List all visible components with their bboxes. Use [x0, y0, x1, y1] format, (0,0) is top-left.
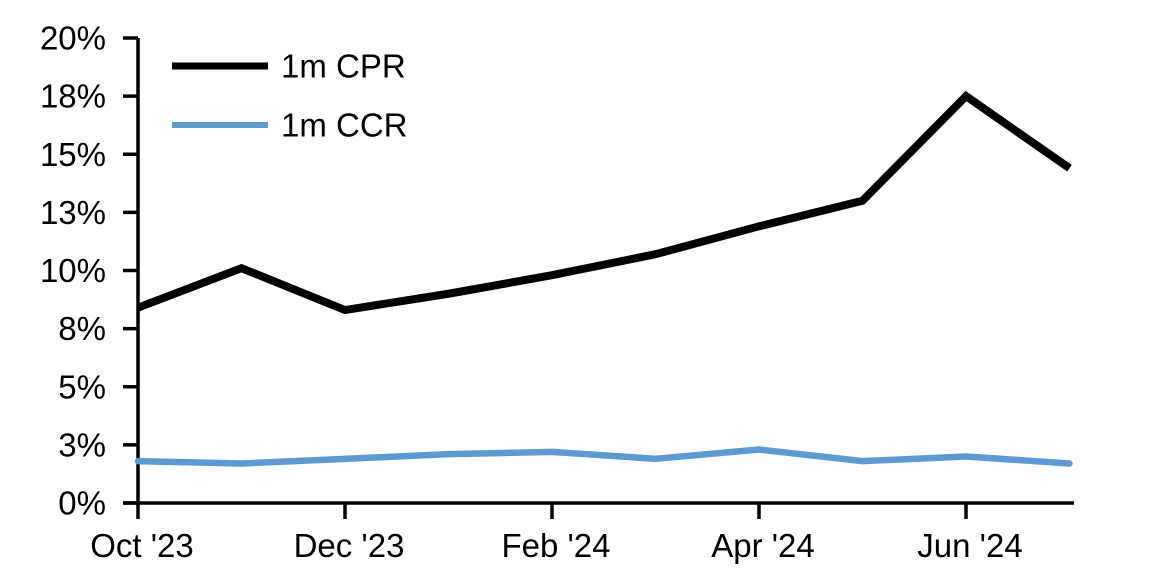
x-tick-label: Jun '24	[917, 527, 1022, 564]
y-tick-label: 15%	[40, 136, 106, 173]
y-axis-ticks	[123, 36, 138, 505]
y-tick-label: 5%	[58, 368, 106, 405]
x-tick-label: Oct '23	[90, 527, 194, 564]
y-tick-label: 0%	[58, 485, 106, 522]
legend: 1m CPR 1m CCR	[172, 48, 408, 144]
series-line-1m-cpr	[136, 90, 1072, 315]
legend-label-1m-cpr: 1m CPR	[281, 48, 406, 85]
legend-label-1m-ccr: 1m CCR	[281, 107, 408, 144]
y-tick-label: 10%	[40, 252, 106, 289]
x-tick-label: Apr '24	[711, 527, 815, 564]
y-tick-label: 8%	[58, 310, 106, 347]
y-tick-label: 3%	[58, 426, 106, 463]
y-axis-labels: 0% 3% 5% 8% 10% 13% 15% 18% 20%	[40, 20, 106, 522]
series-line-1m-ccr	[134, 446, 1073, 467]
y-tick-label: 20%	[40, 20, 106, 57]
x-tick-label: Feb '24	[501, 527, 610, 564]
y-tick-label: 18%	[40, 78, 106, 115]
x-axis-ticks	[136, 503, 968, 519]
x-axis-labels: Oct '23 Dec '23 Feb '24 Apr '24 Jun '24	[90, 527, 1022, 564]
y-tick-label: 13%	[40, 194, 106, 231]
x-tick-label: Dec '23	[294, 527, 405, 564]
